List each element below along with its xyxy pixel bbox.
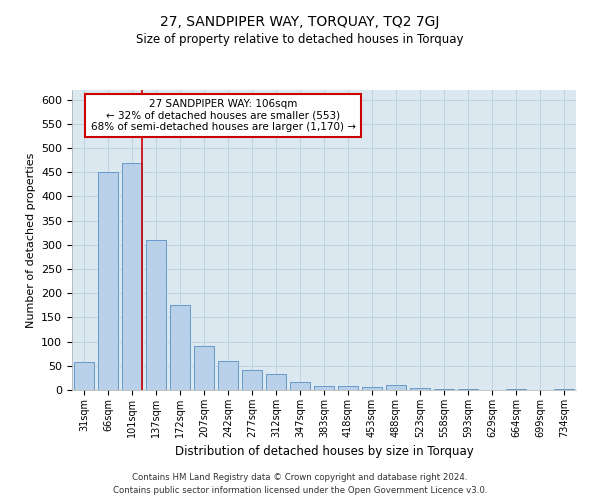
Text: 27, SANDPIPER WAY, TORQUAY, TQ2 7GJ: 27, SANDPIPER WAY, TORQUAY, TQ2 7GJ	[160, 15, 440, 29]
Text: Size of property relative to detached houses in Torquay: Size of property relative to detached ho…	[136, 32, 464, 46]
Text: 27 SANDPIPER WAY: 106sqm
← 32% of detached houses are smaller (553)
68% of semi-: 27 SANDPIPER WAY: 106sqm ← 32% of detach…	[91, 99, 356, 132]
Bar	[338, 386, 358, 390]
Bar	[362, 387, 382, 390]
Bar	[434, 388, 454, 390]
Bar	[146, 240, 166, 390]
X-axis label: Distribution of detached houses by size in Torquay: Distribution of detached houses by size …	[175, 446, 473, 458]
Bar	[458, 388, 478, 390]
Bar	[170, 306, 190, 390]
Bar	[314, 386, 334, 390]
Bar	[98, 172, 118, 390]
Bar	[122, 162, 142, 390]
Bar	[218, 361, 238, 390]
Bar	[386, 385, 406, 390]
Y-axis label: Number of detached properties: Number of detached properties	[26, 152, 35, 328]
Bar	[290, 382, 310, 390]
Bar	[266, 374, 286, 390]
Text: Contains HM Land Registry data © Crown copyright and database right 2024.: Contains HM Land Registry data © Crown c…	[132, 474, 468, 482]
Bar	[554, 389, 574, 390]
Bar	[242, 370, 262, 390]
Bar	[194, 346, 214, 390]
Bar	[506, 388, 526, 390]
Bar	[74, 362, 94, 390]
Bar	[410, 388, 430, 390]
Text: Contains public sector information licensed under the Open Government Licence v3: Contains public sector information licen…	[113, 486, 487, 495]
